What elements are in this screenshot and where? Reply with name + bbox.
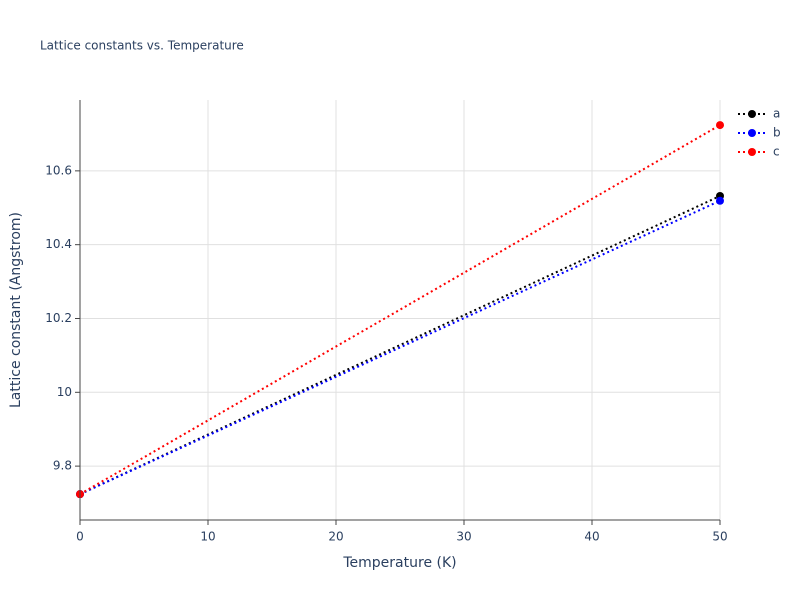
chart-title: Lattice constants vs. Temperature [40,39,244,53]
y-tick-label: 10.4 [45,237,72,251]
legend-label: a [773,107,780,121]
grid [79,100,721,520]
x-tick-label: 40 [584,530,599,544]
x-tick-label: 50 [712,530,727,544]
y-tick-label: 10 [57,385,72,399]
y-tick-label: 10.6 [45,163,72,177]
legend: abc [738,107,781,159]
x-tick-label: 10 [200,530,215,544]
legend-label: b [773,126,781,140]
data-point [716,121,724,130]
y-tick-label: 9.8 [53,459,72,473]
legend-marker [748,110,756,118]
x-tick-label: 20 [328,530,343,544]
y-axis-label: Lattice constant (Angstrom) [8,212,24,408]
legend-marker [748,129,756,137]
y-tick-label: 10.2 [45,311,72,325]
x-tick-label: 0 [76,530,84,544]
x-tick-label: 30 [456,530,471,544]
series-line [79,199,721,496]
x-axis-label: Temperature (K) [342,555,456,571]
legend-marker [748,148,756,156]
series-line [79,124,721,496]
data-point [716,196,724,205]
legend-label: c [773,145,780,159]
